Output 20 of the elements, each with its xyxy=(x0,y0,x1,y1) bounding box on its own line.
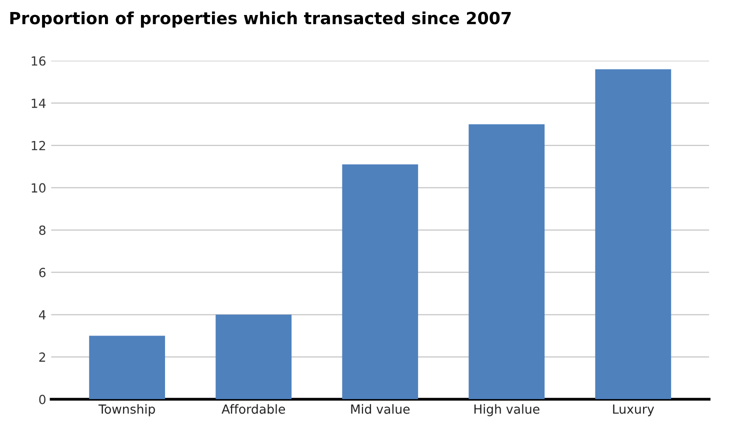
y-tick-label: 16 xyxy=(32,56,46,66)
x-tick-label: Mid value xyxy=(351,404,410,414)
y-tick-label: 10 xyxy=(32,183,46,193)
x-tick-label: High value xyxy=(474,404,540,416)
bar xyxy=(342,164,418,400)
bar xyxy=(595,69,672,400)
chart-title: Proportion of properties which transacted since 2007 xyxy=(10,11,511,28)
x-tick-label: Luxury xyxy=(613,404,654,416)
y-tick-label: 0 xyxy=(39,394,46,404)
y-tick-label: 2 xyxy=(39,352,46,362)
y-tick-label: 12 xyxy=(32,140,46,150)
y-tick-label: 6 xyxy=(39,268,46,278)
bar xyxy=(89,336,166,400)
x-tick-label: Affordable xyxy=(222,404,286,414)
y-tick-label: 4 xyxy=(38,310,46,320)
bar xyxy=(468,124,545,400)
y-tick-label: 8 xyxy=(39,225,46,235)
bar xyxy=(216,314,292,400)
x-tick-label: Township xyxy=(98,404,155,416)
y-tick-label: 14 xyxy=(32,98,46,108)
